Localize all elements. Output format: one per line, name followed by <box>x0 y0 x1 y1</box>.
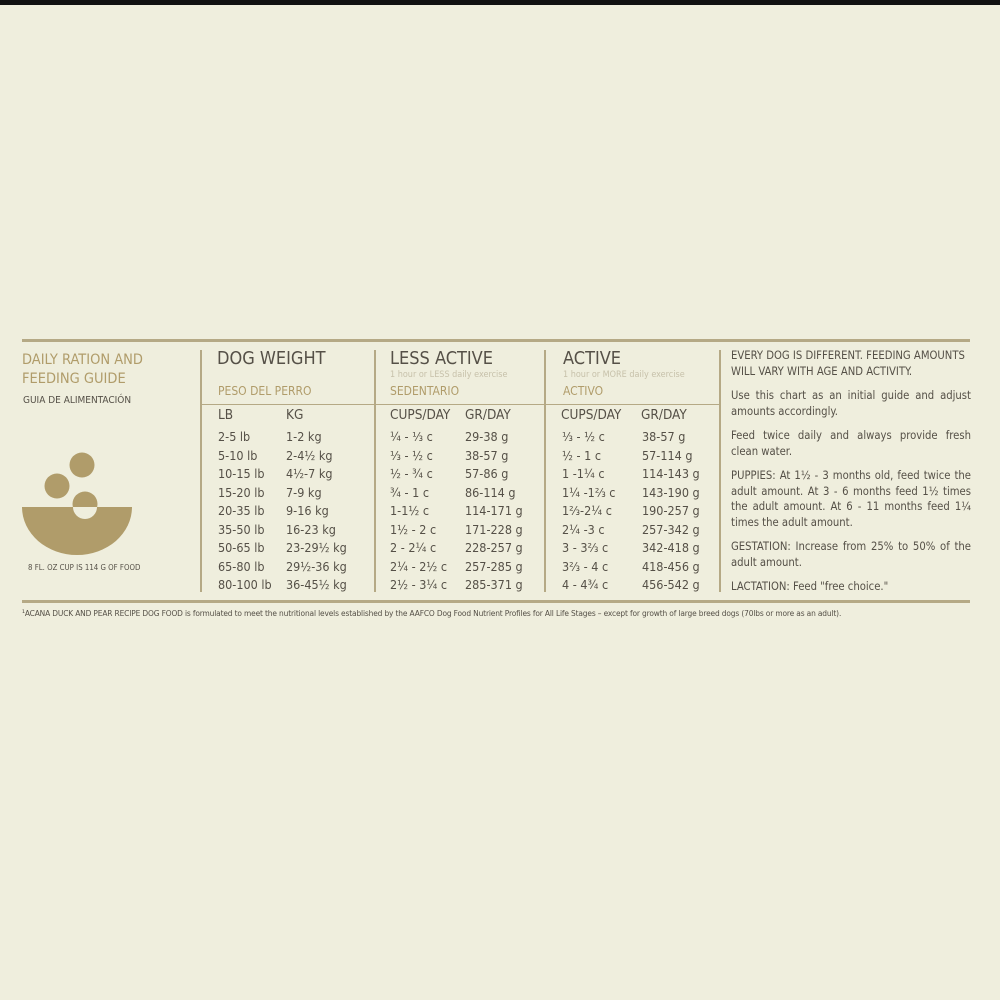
feeding-notes: EVERY DOG IS DIFFERENT. FEEDING AMOUNTS … <box>731 348 971 604</box>
note-puppies: PUPPIES: At 1½ - 3 months old, feed twic… <box>731 469 971 529</box>
cell-less-active-cups: 2 - 2¼ c <box>390 540 437 555</box>
cell-less-active-cups: ⅓ - ½ c <box>390 447 433 463</box>
active-gr-header: GR/DAY <box>641 407 687 423</box>
cell-active-gr: 190-257 g <box>642 503 700 518</box>
cell-less-active-gr: 228-257 g <box>465 540 523 555</box>
cup-note: 8 FL. OZ CUP IS 114 G OF FOOD <box>28 563 141 572</box>
cell-kg: 1-2 kg <box>286 429 322 444</box>
cell-active-cups: ⅓ - ½ c <box>562 429 605 444</box>
divider <box>200 350 202 592</box>
cell-less-active-gr: 29-38 g <box>465 429 509 444</box>
cell-lb: 20-35 lb <box>218 503 265 518</box>
food-bowl-icon <box>22 452 132 555</box>
cell-kg: 29½-36 kg <box>286 558 347 574</box>
cell-active-gr: 456-542 g <box>642 577 700 592</box>
less-active-cups-header: CUPS/DAY <box>390 407 451 423</box>
cell-less-active-cups: ¼ - ⅓ c <box>390 429 433 444</box>
cell-less-active-gr: 285-371 g <box>465 577 523 592</box>
cell-less-active-gr: 114-171 g <box>465 503 523 518</box>
cell-less-active-gr: 57-86 g <box>465 466 509 481</box>
cell-active-gr: 38-57 g <box>642 429 686 444</box>
guide-subtitle: GUIA DE ALIMENTACIÓN <box>23 395 132 406</box>
cell-active-gr: 57-114 g <box>642 447 693 463</box>
divider <box>374 350 376 592</box>
cell-lb: 5-10 lb <box>218 447 258 463</box>
cell-lb: 50-65 lb <box>218 540 265 555</box>
cell-active-cups: 1 -1¼ c <box>562 466 605 481</box>
cell-active-gr: 342-418 g <box>642 540 700 555</box>
cell-less-active-gr: 257-285 g <box>465 558 523 574</box>
cell-less-active-cups: 2½ - 3¼ c <box>390 577 448 592</box>
cell-active-gr: 114-143 g <box>642 466 700 481</box>
cell-kg: 4½-7 kg <box>286 466 333 481</box>
note-feed-twice: Feed twice daily and always provide fres… <box>731 429 971 458</box>
less-active-spanish: SEDENTARIO <box>390 384 460 398</box>
dog-weight-spanish: PESO DEL PERRO <box>218 384 312 398</box>
cell-active-cups: 4 - 4¾ c <box>562 577 609 592</box>
note-gestation: GESTATION: Increase from 25% to 50% of t… <box>731 540 971 569</box>
guide-title-line2: FEEDING GUIDE <box>22 371 126 387</box>
less-active-note: 1 hour or LESS daily exercise <box>390 370 508 380</box>
header-divider <box>201 404 720 405</box>
cell-lb: 35-50 lb <box>218 521 265 537</box>
bottom-rule <box>22 600 970 603</box>
top-border <box>0 0 1000 5</box>
cell-active-cups: 1⅔-2¼ c <box>562 503 612 518</box>
less-active-gr-header: GR/DAY <box>465 407 511 423</box>
cell-active-cups: 1¼ -1⅔ c <box>562 484 616 500</box>
guide-title-line1: DAILY RATION AND <box>22 352 143 368</box>
cell-less-active-cups: 1½ - 2 c <box>390 521 437 537</box>
divider <box>544 350 546 592</box>
cell-kg: 9-16 kg <box>286 503 329 518</box>
less-active-title: LESS ACTIVE <box>390 348 493 369</box>
cell-active-gr: 257-342 g <box>642 521 700 537</box>
cell-active-gr: 143-190 g <box>642 484 700 500</box>
cell-lb: 2-5 lb <box>218 429 251 444</box>
cell-active-cups: ½ - 1 c <box>562 447 602 463</box>
note-every-dog: EVERY DOG IS DIFFERENT. FEEDING AMOUNTS … <box>731 349 965 378</box>
cell-kg: 36-45½ kg <box>286 577 347 592</box>
note-lactation: LACTATION: Feed "free choice." <box>731 580 889 593</box>
cell-active-cups: 3⅔ - 4 c <box>562 558 609 574</box>
divider <box>719 350 721 592</box>
cell-lb: 15-20 lb <box>218 484 265 500</box>
note-initial-guide: Use this chart as an initial guide and a… <box>731 389 971 418</box>
cell-less-active-cups: 1-1½ c <box>390 503 430 518</box>
active-title: ACTIVE <box>563 348 622 369</box>
cell-active-gr: 418-456 g <box>642 558 700 574</box>
active-spanish: ACTIVO <box>563 384 604 398</box>
cell-kg: 16-23 kg <box>286 521 336 537</box>
cell-active-cups: 3 - 3⅔ c <box>562 540 609 555</box>
lb-header: LB <box>218 407 234 423</box>
cell-active-cups: 2¼ -3 c <box>562 521 605 537</box>
cell-lb: 65-80 lb <box>218 558 265 574</box>
footnote: ¹ACANA DUCK AND PEAR RECIPE DOG FOOD is … <box>22 608 842 618</box>
kg-header: KG <box>286 407 304 423</box>
cell-less-active-gr: 171-228 g <box>465 521 523 537</box>
active-cups-header: CUPS/DAY <box>561 407 622 423</box>
cell-kg: 23-29½ kg <box>286 540 347 555</box>
cell-kg: 2-4½ kg <box>286 447 333 463</box>
cell-lb: 10-15 lb <box>218 466 265 481</box>
cell-less-active-gr: 86-114 g <box>465 484 516 500</box>
cell-lb: 80-100 lb <box>218 577 272 592</box>
cell-less-active-cups: ¾ - 1 c <box>390 484 430 500</box>
cell-less-active-gr: 38-57 g <box>465 447 509 463</box>
cell-less-active-cups: ½ - ¾ c <box>390 466 433 481</box>
cell-less-active-cups: 2¼ - 2½ c <box>390 558 448 574</box>
active-note: 1 hour or MORE daily exercise <box>563 370 685 380</box>
cell-kg: 7-9 kg <box>286 484 322 500</box>
top-rule <box>22 339 970 342</box>
dog-weight-title: DOG WEIGHT <box>217 348 326 369</box>
